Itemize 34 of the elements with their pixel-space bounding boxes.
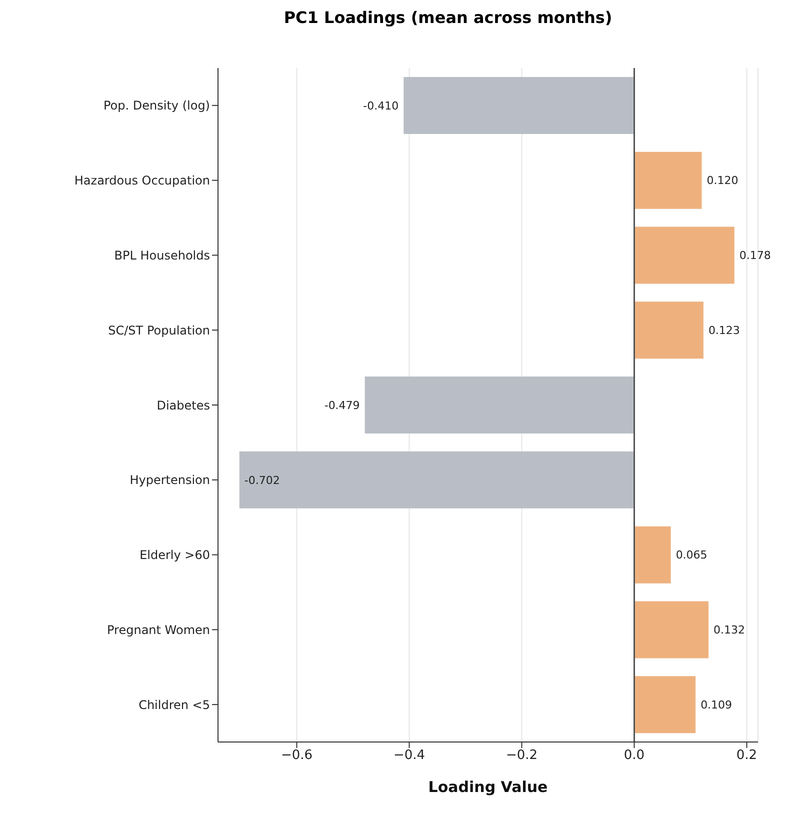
data-label: -0.410 [363, 99, 399, 112]
y-tick-label: Hypertension [130, 473, 210, 488]
y-tick-label: Diabetes [156, 398, 210, 412]
x-axis-title: Loading Value [428, 778, 548, 796]
bar [364, 376, 634, 434]
x-tick-label: −0.2 [506, 748, 538, 764]
bar [634, 601, 708, 658]
bar [239, 451, 634, 508]
x-tick-label: 0.0 [624, 748, 645, 764]
y-tick-label: BPL Households [114, 248, 210, 262]
y-tick-label: Children <5 [138, 698, 210, 712]
y-tick-label: Pregnant Women [107, 622, 210, 637]
chart-title: PC1 Loadings (mean across months) [282, 8, 614, 29]
data-label: 0.109 [700, 698, 732, 712]
data-label: 0.120 [706, 174, 738, 188]
data-label: 0.123 [708, 324, 740, 338]
bar [404, 76, 634, 134]
bar [634, 676, 696, 734]
y-tick-label: Hazardous Occupation [74, 174, 210, 188]
x-tick-label: −0.4 [393, 748, 426, 764]
y-tick-label: Pop. Density (log) [104, 98, 210, 113]
data-label: 0.132 [714, 624, 745, 637]
y-tick-label: SC/ST Population [108, 323, 210, 338]
bar [634, 302, 704, 359]
bar [634, 526, 671, 584]
data-label: 0.178 [739, 249, 771, 262]
x-tick-label: −0.6 [280, 748, 313, 764]
data-label: -0.702 [244, 474, 280, 487]
x-tick-label: 0.2 [736, 748, 758, 764]
bar [634, 152, 702, 209]
y-tick-label: Elderly >60 [140, 548, 210, 562]
data-label: 0.065 [676, 548, 708, 562]
data-label: -0.479 [324, 398, 360, 412]
bar [634, 226, 734, 284]
